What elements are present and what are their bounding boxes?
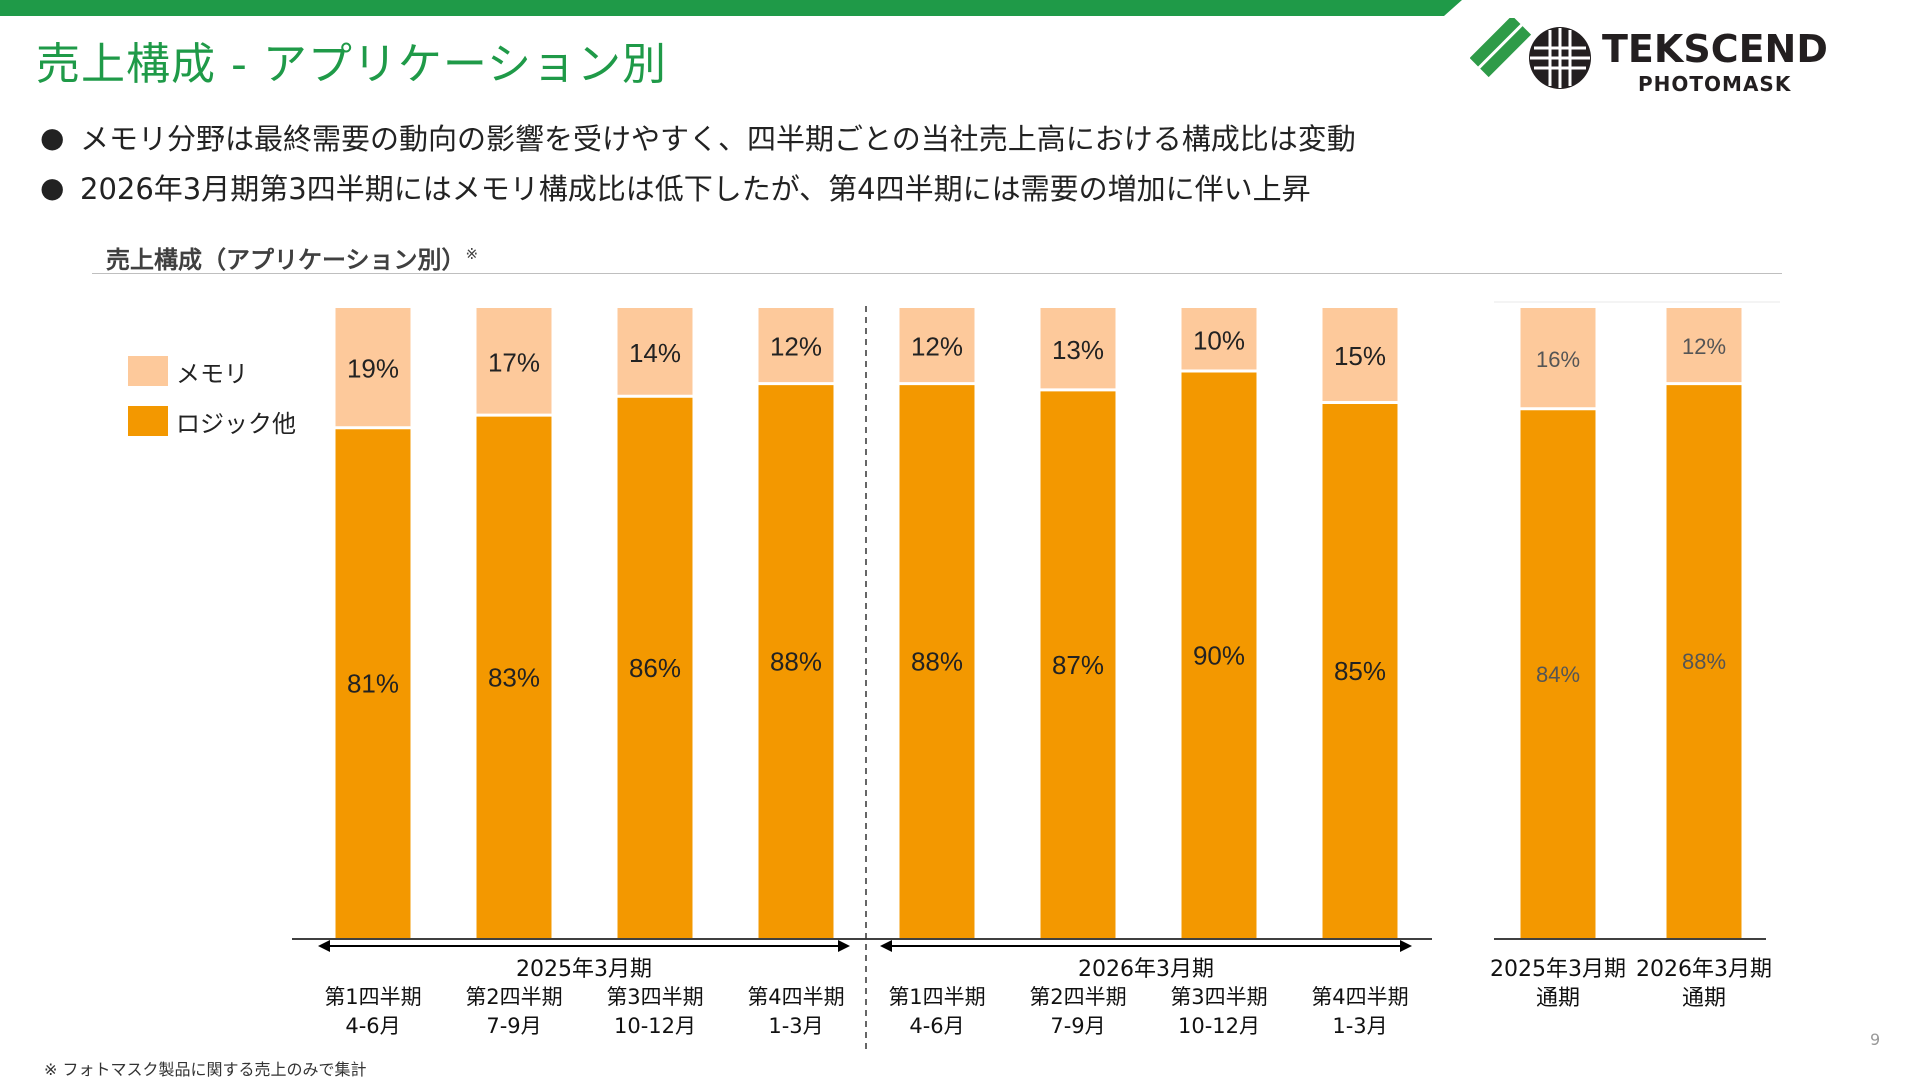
data-label-memory: 17% bbox=[488, 347, 540, 377]
legend-item-logic: ロジック他 bbox=[128, 396, 296, 446]
data-label-memory: 15% bbox=[1334, 341, 1386, 371]
arrow-left-icon bbox=[318, 940, 330, 952]
chart-heading: 売上構成（アプリケーション別）※ bbox=[106, 240, 478, 275]
category-tick-label: 通期 bbox=[1682, 986, 1726, 1011]
data-label-memory: 14% bbox=[629, 338, 681, 368]
category-tick-label: 2025年3月期 bbox=[1490, 957, 1626, 982]
data-label-memory: 12% bbox=[911, 332, 963, 362]
page-number: 9 bbox=[1870, 1030, 1881, 1049]
data-label-memory: 13% bbox=[1052, 335, 1104, 365]
category-tick-label: 7-9月 bbox=[1050, 1014, 1105, 1038]
data-label-logic: 86% bbox=[629, 653, 681, 683]
bullet-item: ● メモリ分野は最終需要の動向の影響を受けやすく、四半期ごとの当社売上高における… bbox=[40, 112, 1356, 162]
bar-memory-segment bbox=[1040, 308, 1116, 390]
category-tick-label: 第1四半期 bbox=[324, 985, 421, 1009]
category-tick-label: 7-9月 bbox=[486, 1014, 541, 1038]
arrow-right-icon bbox=[838, 940, 850, 952]
category-tick-label: 1-3月 bbox=[768, 1014, 823, 1038]
category-tick-label: 4-6月 bbox=[345, 1014, 400, 1038]
data-label-logic: 81% bbox=[347, 669, 399, 699]
page-title: 売上構成 - アプリケーション別 bbox=[36, 39, 667, 90]
bullet-text: 2026年3月期第3四半期にはメモリ構成比は低下したが、第4四半期には需要の増加… bbox=[80, 172, 1311, 206]
bar-memory-segment bbox=[335, 308, 411, 428]
top-accent-bar bbox=[0, 0, 1920, 16]
heading-rule bbox=[92, 273, 1782, 274]
footnote: ※ フォトマスク製品に関する売上のみで集計 bbox=[44, 1060, 367, 1079]
group-label: 2026年3月期 bbox=[1078, 957, 1214, 982]
arrow-right-icon bbox=[1400, 940, 1412, 952]
chart-heading-text: 売上構成（アプリケーション別） bbox=[106, 246, 466, 274]
logo-mark-icon bbox=[1469, 15, 1591, 89]
bar-memory-segment bbox=[1181, 308, 1257, 371]
bar-logic-segment bbox=[1520, 408, 1596, 938]
legend-swatch-logic bbox=[128, 406, 168, 436]
bar-memory-segment bbox=[1322, 308, 1398, 403]
bar-memory-segment bbox=[758, 308, 834, 384]
bullet-text: メモリ分野は最終需要の動向の影響を受けやすく、四半期ごとの当社売上高における構成… bbox=[80, 122, 1356, 156]
logo-submark: PHOTOMASK bbox=[1638, 72, 1792, 96]
bullet-item: ● 2026年3月期第3四半期にはメモリ構成比は低下したが、第4四半期には需要の… bbox=[40, 162, 1356, 212]
category-tick-label: 第2四半期 bbox=[465, 985, 562, 1009]
bar-memory-segment bbox=[1520, 308, 1596, 409]
category-tick-label: 第4四半期 bbox=[747, 985, 844, 1009]
group-label: 2025年3月期 bbox=[516, 957, 652, 982]
category-tick-label: 第3四半期 bbox=[606, 985, 703, 1009]
category-tick-label: 10-12月 bbox=[614, 1014, 696, 1038]
logo-wordmark: TEKSCEND bbox=[1602, 27, 1828, 71]
bar-logic-segment bbox=[335, 427, 411, 938]
data-label-logic: 90% bbox=[1193, 640, 1245, 670]
bar-logic-segment bbox=[1181, 371, 1257, 938]
bar-logic-segment bbox=[617, 396, 693, 938]
category-tick-label: 第3四半期 bbox=[1170, 985, 1267, 1009]
data-label-memory: 12% bbox=[770, 332, 822, 362]
category-tick-label: 第4四半期 bbox=[1311, 985, 1408, 1009]
bar-logic-segment bbox=[899, 383, 975, 939]
bullet-dot-icon: ● bbox=[40, 120, 65, 154]
category-tick-label: 通期 bbox=[1536, 986, 1580, 1011]
category-tick-label: 10-12月 bbox=[1178, 1014, 1260, 1038]
legend-label-logic: ロジック他 bbox=[176, 409, 296, 438]
data-label-logic: 88% bbox=[911, 647, 963, 677]
bar-memory-segment bbox=[899, 308, 975, 384]
data-label-logic: 85% bbox=[1334, 656, 1386, 686]
data-label-logic: 83% bbox=[488, 662, 540, 692]
data-label-logic: 88% bbox=[1682, 649, 1726, 674]
category-tick-label: 第2四半期 bbox=[1029, 985, 1126, 1009]
summary-bullets: ● メモリ分野は最終需要の動向の影響を受けやすく、四半期ごとの当社売上高における… bbox=[40, 112, 1356, 212]
bar-memory-segment bbox=[617, 308, 693, 397]
bar-logic-segment bbox=[476, 415, 552, 939]
company-logo: TEKSCEND PHOTOMASK bbox=[1469, 15, 1900, 98]
bullet-dot-icon: ● bbox=[40, 170, 65, 204]
bar-logic-segment bbox=[758, 383, 834, 939]
bar-logic-segment bbox=[1666, 383, 1742, 939]
bar-logic-segment bbox=[1040, 389, 1116, 938]
bar-memory-segment bbox=[476, 308, 552, 416]
bar-memory-segment bbox=[1666, 308, 1742, 384]
category-tick-label: 2026年3月期 bbox=[1636, 957, 1772, 982]
legend-label-memory: メモリ bbox=[176, 359, 248, 388]
chart-heading-note-mark: ※ bbox=[465, 245, 479, 263]
chart-legend: メモリ ロジック他 bbox=[128, 346, 296, 446]
data-label-memory: 10% bbox=[1193, 325, 1245, 355]
data-label-logic: 88% bbox=[770, 647, 822, 677]
category-tick-label: 1-3月 bbox=[1332, 1014, 1387, 1038]
data-label-logic: 84% bbox=[1536, 662, 1580, 687]
data-label-logic: 87% bbox=[1052, 650, 1104, 680]
category-tick-label: 第1四半期 bbox=[888, 985, 985, 1009]
data-label-memory: 12% bbox=[1682, 334, 1726, 359]
legend-swatch-memory bbox=[128, 356, 168, 386]
arrow-left-icon bbox=[880, 940, 892, 952]
bar-logic-segment bbox=[1322, 402, 1398, 938]
category-tick-label: 4-6月 bbox=[909, 1014, 964, 1038]
legend-item-memory: メモリ bbox=[128, 346, 296, 396]
data-label-memory: 19% bbox=[347, 354, 399, 384]
data-label-memory: 16% bbox=[1536, 347, 1580, 372]
